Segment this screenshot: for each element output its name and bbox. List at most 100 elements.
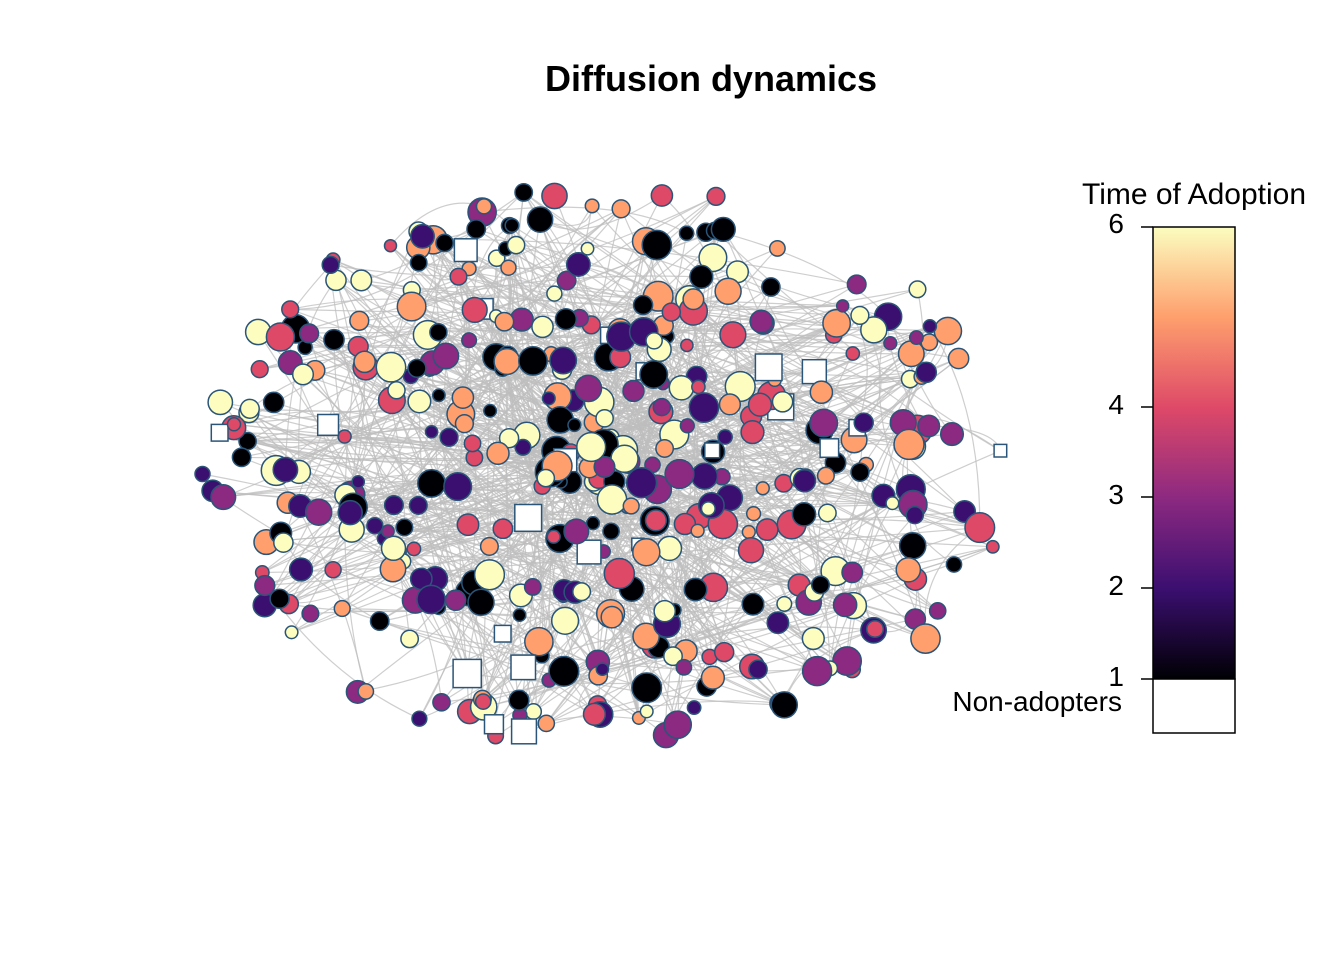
adopter-node: [526, 206, 554, 233]
adopter-node: [454, 414, 475, 434]
edge: [330, 264, 395, 506]
adopter-node: [432, 342, 460, 370]
adopter-node: [845, 346, 861, 361]
adopter-node: [850, 305, 870, 326]
adopter-node: [479, 536, 499, 556]
adopter-node: [600, 605, 624, 629]
adopter-node: [680, 338, 694, 353]
edge: [504, 321, 820, 431]
adopter-node: [500, 259, 517, 276]
adopter-node: [273, 532, 294, 553]
adopter-node: [632, 537, 661, 567]
adopter-node: [641, 229, 673, 261]
adopter-node: [556, 270, 577, 291]
adopter-node: [207, 389, 234, 416]
adopter-node: [664, 458, 695, 490]
adopter-node: [504, 217, 520, 233]
adopter-node: [262, 391, 285, 414]
adopter-node: [466, 219, 487, 240]
non-adopter-node: [316, 413, 340, 437]
adopter-node: [964, 512, 996, 544]
adopter-node: [449, 267, 468, 286]
adopter-node: [737, 537, 765, 564]
non-adopter-node: [576, 539, 602, 565]
tick-label-4: 4: [1108, 389, 1124, 420]
adopter-node: [809, 380, 834, 405]
adopter-node: [595, 408, 614, 428]
adopter-node: [351, 474, 366, 489]
adopter-node: [512, 608, 527, 623]
adopter-node: [508, 689, 530, 711]
adopter-node: [467, 588, 495, 617]
adopter-node: [718, 393, 742, 416]
adopter-node: [524, 703, 543, 721]
adopter-node: [281, 300, 300, 319]
adopter-node: [410, 223, 435, 249]
edge: [288, 232, 688, 605]
adopter-node: [700, 501, 716, 517]
adopter-node: [536, 468, 556, 488]
adopter-node: [324, 561, 342, 579]
adopter-node: [407, 358, 427, 378]
adopter-node: [686, 700, 702, 716]
non-adopter-node: [452, 658, 483, 689]
adopter-node: [905, 505, 925, 525]
adopter-node: [498, 427, 520, 449]
adopter-node: [492, 518, 514, 540]
adopter-node: [537, 714, 556, 733]
edge: [562, 205, 593, 361]
adopter-node: [304, 498, 333, 526]
adopter-node: [288, 557, 314, 582]
adopter-node: [349, 310, 370, 331]
adopter-node: [435, 233, 454, 253]
adopter-node: [563, 518, 590, 545]
adopter-node: [439, 427, 459, 447]
adopter-node: [432, 692, 451, 712]
adopter-node: [463, 434, 482, 453]
adopter-node: [210, 484, 237, 511]
adopter-node: [650, 184, 674, 207]
adopter-node: [691, 379, 706, 395]
non-adopter-node: [510, 718, 538, 745]
adopter-node: [714, 277, 742, 306]
adopter-node: [611, 199, 631, 219]
adopter-node: [792, 469, 817, 493]
adopter-node: [922, 319, 938, 334]
adopter-node: [250, 360, 269, 379]
adopter-node: [755, 481, 770, 496]
adopter-node: [698, 243, 728, 273]
edge: [349, 230, 716, 514]
adopter-node: [675, 658, 693, 676]
adopter-node: [910, 623, 941, 654]
adopter-node: [817, 503, 837, 523]
adopter-node: [688, 392, 720, 423]
adopter-node: [407, 389, 432, 414]
adopter-node: [541, 391, 556, 406]
edge: [493, 400, 574, 725]
edge: [458, 340, 470, 674]
adopter-node: [898, 531, 927, 560]
edge: [308, 332, 528, 436]
adopter-node: [622, 497, 640, 515]
tick-label-1: 1: [1108, 661, 1124, 692]
non-adopter-node: [704, 442, 721, 459]
edge: [640, 371, 656, 646]
adopter-node: [679, 418, 695, 434]
adopter-node: [524, 626, 554, 657]
adopter-node: [514, 438, 532, 456]
adopter-node: [645, 331, 663, 350]
adopter-node: [810, 575, 831, 595]
adopter-node: [865, 619, 885, 639]
adopter-node: [514, 182, 534, 202]
edge: [661, 195, 741, 387]
edge: [288, 462, 559, 605]
adopter-node: [893, 428, 925, 461]
edge: [496, 257, 953, 435]
adopter-node: [663, 646, 683, 667]
adopter-node: [706, 186, 726, 207]
edge: [503, 321, 551, 473]
adopter-node: [506, 235, 526, 255]
adopter-node: [791, 501, 817, 527]
edge: [332, 259, 397, 553]
adopter-node: [602, 522, 620, 541]
